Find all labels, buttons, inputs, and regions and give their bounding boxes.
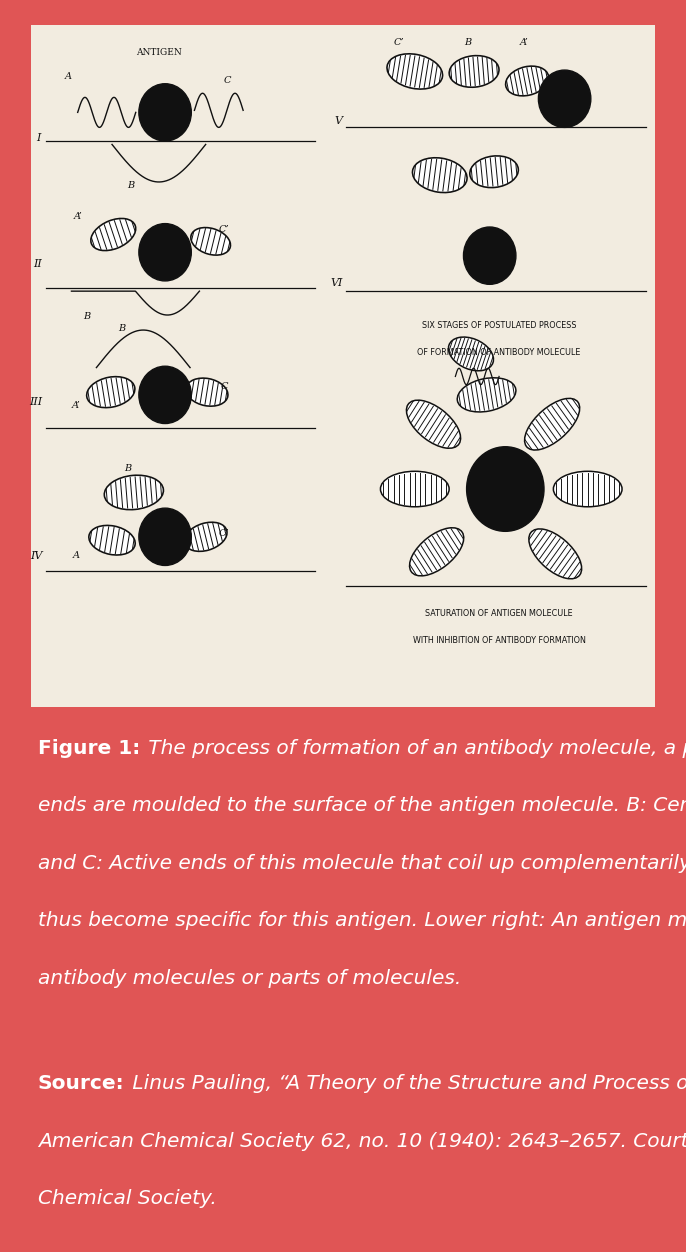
Circle shape (464, 227, 516, 284)
Text: WITH INHIBITION OF ANTIBODY FORMATION: WITH INHIBITION OF ANTIBODY FORMATION (412, 636, 586, 645)
Ellipse shape (185, 522, 227, 551)
Ellipse shape (89, 526, 135, 555)
Ellipse shape (91, 218, 136, 250)
Circle shape (139, 508, 191, 566)
Circle shape (139, 366, 191, 423)
Circle shape (539, 70, 591, 128)
Ellipse shape (191, 228, 230, 255)
Text: II: II (33, 259, 41, 269)
Ellipse shape (529, 528, 582, 578)
Ellipse shape (381, 471, 449, 507)
Text: V: V (334, 115, 342, 125)
Text: B: B (127, 180, 134, 190)
FancyBboxPatch shape (3, 0, 683, 1252)
Text: SIX STAGES OF POSTULATED PROCESS: SIX STAGES OF POSTULATED PROCESS (422, 321, 576, 329)
Ellipse shape (554, 471, 622, 507)
Ellipse shape (470, 156, 519, 188)
Text: SATURATION OF ANTIGEN MOLECULE: SATURATION OF ANTIGEN MOLECULE (425, 608, 573, 617)
Text: ANTIGEN: ANTIGEN (136, 48, 182, 56)
Text: A: A (72, 551, 80, 561)
Text: VI: VI (331, 278, 343, 288)
Ellipse shape (412, 158, 467, 193)
Ellipse shape (186, 378, 228, 406)
Text: Chemical Society.: Chemical Society. (38, 1189, 217, 1208)
Ellipse shape (387, 54, 442, 89)
Text: I: I (36, 133, 40, 143)
Text: IV: IV (29, 551, 42, 561)
Circle shape (139, 224, 191, 280)
Text: C’: C’ (394, 38, 405, 46)
Text: thus become specific for this antigen. Lower right: An antigen molecule is surro: thus become specific for this antigen. L… (38, 911, 686, 930)
Text: B: B (464, 38, 471, 46)
Ellipse shape (410, 528, 464, 576)
Text: antibody molecules or parts of molecules.: antibody molecules or parts of molecules… (38, 969, 461, 988)
Text: C: C (224, 76, 231, 85)
Ellipse shape (449, 55, 499, 88)
Text: OF FORMATION OF ANTIBODY MOLECULE: OF FORMATION OF ANTIBODY MOLECULE (417, 348, 581, 357)
Text: B: B (124, 464, 131, 473)
Text: and C: Active ends of this molecule that coil up complementarily to the surface : and C: Active ends of this molecule that… (38, 854, 686, 873)
Text: A’: A’ (73, 212, 82, 220)
Text: Linus Pauling, “A Theory of the Structure and Process of Formation of Antibodies: Linus Pauling, “A Theory of the Structur… (126, 1074, 686, 1093)
Ellipse shape (104, 476, 163, 510)
Text: C: C (221, 382, 228, 391)
Ellipse shape (86, 377, 135, 408)
Circle shape (139, 84, 191, 141)
Text: B: B (118, 324, 125, 333)
Text: ends are moulded to the surface of the antigen molecule. B: Central part of the : ends are moulded to the surface of the a… (38, 796, 686, 815)
Ellipse shape (406, 401, 460, 448)
Circle shape (466, 447, 544, 531)
Ellipse shape (449, 337, 493, 371)
Text: A’: A’ (520, 38, 528, 46)
Text: Figure 1:: Figure 1: (38, 739, 140, 757)
Ellipse shape (458, 378, 516, 412)
Text: III: III (29, 397, 43, 407)
Text: A: A (64, 71, 72, 80)
Ellipse shape (525, 398, 580, 449)
Ellipse shape (506, 66, 549, 96)
Bar (31, 25, 655, 707)
Text: American Chemical Society 62, no. 10 (1940): 2643–2657. Courtesy of the Journal : American Chemical Society 62, no. 10 (19… (38, 1132, 686, 1151)
Text: B: B (84, 312, 91, 321)
Text: C’: C’ (219, 225, 230, 234)
Text: A’: A’ (71, 402, 80, 411)
Text: Source:: Source: (38, 1074, 124, 1093)
Text: The process of formation of an antibody molecule, a protein, the 3 D structures : The process of formation of an antibody … (142, 739, 686, 757)
Text: C’: C’ (219, 528, 230, 538)
